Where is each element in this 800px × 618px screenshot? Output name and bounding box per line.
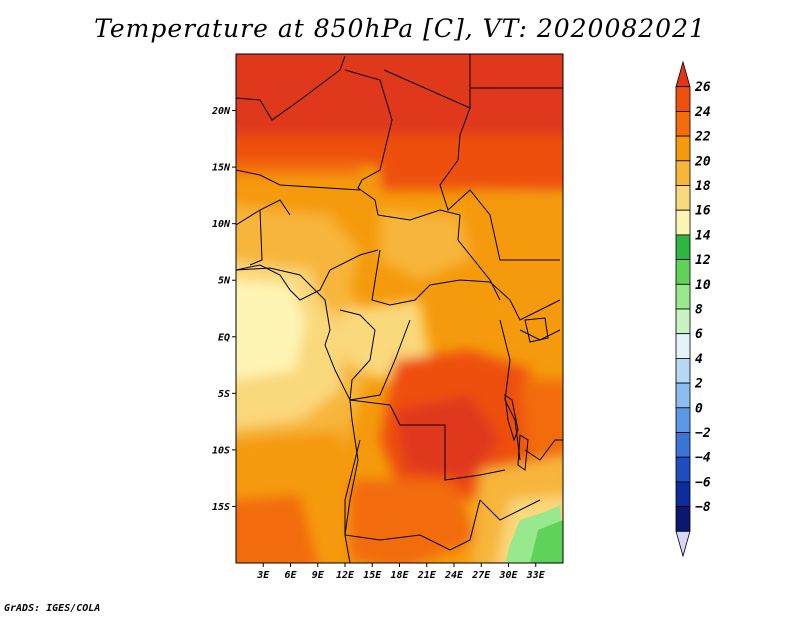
y-tick-label: 10N bbox=[212, 219, 231, 230]
colorbar-swatch bbox=[675, 259, 691, 285]
colorbar-label: 26 bbox=[694, 80, 711, 95]
colorbar-swatch bbox=[675, 135, 691, 162]
colorbar-swatch bbox=[675, 456, 691, 483]
y-tick-label: 5N bbox=[218, 276, 231, 287]
colorbar-swatch bbox=[675, 407, 691, 433]
x-tick-label: 27E bbox=[471, 570, 491, 581]
y-tick-label: 15N bbox=[212, 163, 231, 174]
colorbar-label: 0 bbox=[695, 401, 703, 416]
x-tick-label: 9E bbox=[312, 570, 325, 581]
colorbar-swatch bbox=[675, 185, 691, 211]
colorbar-swatch bbox=[675, 209, 691, 236]
country-borders bbox=[236, 54, 563, 551]
colorbar-swatch bbox=[675, 160, 691, 186]
x-tick-label: 3E bbox=[256, 570, 270, 581]
colorbar-label: 4 bbox=[695, 352, 703, 367]
colorbar-swatch bbox=[675, 506, 691, 532]
colorbar-label: 18 bbox=[695, 179, 711, 194]
colorbar-label: 10 bbox=[695, 278, 711, 293]
x-tick-label: 33E bbox=[526, 570, 546, 581]
x-tick-label: 15E bbox=[363, 570, 382, 581]
x-tick-label: 24E bbox=[444, 570, 464, 581]
colorbar-label: 16 bbox=[695, 204, 711, 219]
colorbar-swatch bbox=[675, 283, 691, 310]
x-axis: 3E 6E 9E 12E 15E 18E 21E 24E 27E 30E 33E bbox=[256, 563, 546, 581]
colorbar-label: −8 bbox=[695, 500, 711, 515]
x-tick-label: 30E bbox=[498, 570, 518, 581]
x-tick-label: 12E bbox=[336, 570, 355, 581]
colorbar-label: 22 bbox=[694, 130, 711, 145]
x-tick-label: 18E bbox=[390, 570, 409, 581]
lakes bbox=[504, 317, 549, 471]
colorbar-swatch bbox=[675, 333, 691, 359]
colorbar-label: −2 bbox=[695, 426, 711, 441]
colorbar-label: −4 bbox=[695, 451, 711, 466]
colorbar-label: 2 bbox=[694, 377, 703, 392]
y-axis: 20N 15N 10N 5N EQ 5S 10S 15S bbox=[211, 106, 236, 513]
colorbar-swatch bbox=[675, 234, 691, 260]
colorbar-swatch bbox=[675, 357, 691, 384]
x-tick-label: 6E bbox=[284, 570, 297, 581]
colorbar-label: 8 bbox=[695, 303, 703, 318]
y-tick-label: 5S bbox=[218, 389, 230, 400]
footer-credit: GrADS: IGES/COLA bbox=[4, 603, 101, 614]
colorbar-label: 6 bbox=[695, 327, 703, 342]
colorbar-swatch bbox=[675, 530, 691, 558]
colorbar-label: 20 bbox=[694, 154, 711, 169]
colorbar-label: 12 bbox=[695, 253, 711, 268]
y-tick-label: 10S bbox=[212, 445, 230, 456]
colorbar-label: −6 bbox=[695, 475, 711, 490]
coastline bbox=[235, 267, 359, 564]
y-tick-label: 15S bbox=[212, 502, 230, 513]
colorbar-swatch bbox=[675, 60, 691, 88]
temperature-field bbox=[236, 54, 563, 563]
colorbar-swatch bbox=[675, 308, 691, 335]
colorbar-swatch bbox=[675, 382, 691, 409]
colorbar-swatch bbox=[675, 432, 691, 458]
y-tick-label: 20N bbox=[211, 106, 231, 117]
colorbar-swatch bbox=[675, 111, 691, 137]
y-tick-label: EQ bbox=[218, 332, 230, 343]
colorbar-label: 24 bbox=[694, 105, 711, 120]
colorbar-swatch bbox=[675, 481, 691, 507]
colorbar-swatch bbox=[675, 86, 691, 112]
map-title: Temperature at 850hPa [C], VT: 202008202… bbox=[94, 14, 706, 43]
colorbar-label: 14 bbox=[695, 228, 711, 243]
x-tick-label: 21E bbox=[417, 570, 437, 581]
